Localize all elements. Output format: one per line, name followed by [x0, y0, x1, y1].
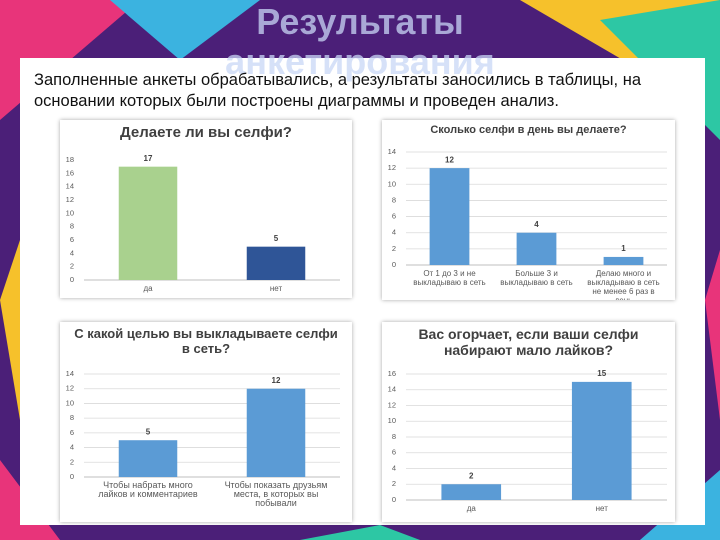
- chart: Вас огорчает, если ваши селфи набирают м…: [388, 326, 667, 513]
- chart-card: Вас огорчает, если ваши селфи набирают м…: [382, 322, 675, 522]
- y-tick-label: 10: [388, 416, 396, 425]
- x-tick-label-box: нет: [595, 504, 608, 513]
- y-tick-label: 0: [392, 260, 396, 269]
- bar: [118, 440, 178, 477]
- y-tick-label: 2: [392, 244, 396, 253]
- chart-title-box: Вас огорчает, если ваши селфи набирают м…: [418, 326, 639, 358]
- x-tick-label-box: Чтобы показать друзьям места, в которых …: [224, 481, 328, 508]
- value-label: 4: [534, 220, 539, 229]
- chart-title: Делаете ли вы селфи?: [120, 124, 292, 141]
- value-label: 5: [146, 427, 151, 436]
- y-tick-label: 6: [392, 448, 396, 457]
- y-tick-label: 6: [70, 428, 74, 437]
- bar: [571, 381, 632, 500]
- y-tick-label: 4: [70, 443, 74, 452]
- y-tick-label: 2: [70, 262, 74, 271]
- y-tick-label: 0: [70, 275, 74, 284]
- y-tick-label: 12: [388, 163, 396, 172]
- chart-title: Сколько селфи в день вы делаете?: [430, 124, 627, 136]
- x-tick-label: Больше 3 и выкладываю в сеть: [500, 269, 573, 287]
- value-label: 12: [445, 155, 454, 164]
- value-label: 1: [621, 244, 626, 253]
- bar: [118, 166, 178, 280]
- chart-title: С какой целью вы выкладываете селфи в се…: [74, 326, 338, 356]
- chart: С какой целью вы выкладываете селфи в се…: [66, 326, 340, 508]
- y-tick-label: 4: [392, 463, 396, 472]
- y-tick-label: 14: [66, 182, 74, 191]
- y-tick-label: 10: [66, 398, 74, 407]
- bar: [429, 168, 470, 265]
- x-tick-label-box: Чтобы набрать много лайков и комментарие…: [98, 481, 198, 499]
- y-tick-label: 0: [392, 495, 396, 504]
- y-tick-label: 12: [66, 384, 74, 393]
- y-tick-label: 6: [392, 212, 396, 221]
- chart-title-box: Сколько селфи в день вы делаете?: [430, 124, 627, 136]
- y-tick-label: 10: [66, 208, 74, 217]
- x-tick-label-box: да: [466, 504, 476, 513]
- y-tick-label: 8: [70, 222, 74, 231]
- y-tick-label: 12: [66, 195, 74, 204]
- y-tick-label: 14: [66, 369, 74, 378]
- bar: [441, 484, 502, 500]
- y-tick-label: 14: [388, 147, 396, 156]
- bar: [246, 246, 306, 280]
- y-tick-label: 6: [70, 235, 74, 244]
- chart-card: Сколько селфи в день вы делаете? 0 2 4 6 8 10 1…: [382, 120, 675, 300]
- x-tick-label-box: Больше 3 и выкладываю в сеть: [500, 269, 573, 287]
- y-tick-label: 14: [388, 385, 396, 394]
- slide-text: Заполненные анкеты обрабатывались, а рез…: [34, 71, 642, 110]
- y-tick-label: 8: [70, 413, 74, 422]
- x-tick-label: да: [466, 504, 476, 513]
- value-label: 5: [274, 234, 279, 243]
- value-label: 12: [272, 376, 281, 385]
- bar: [246, 388, 306, 477]
- chart: Сколько селфи в день вы делаете? 0 2 4 6 8 10 1…: [388, 124, 667, 300]
- x-tick-label-box: От 1 до 3 и не выкладываю в сеть: [413, 269, 486, 287]
- slide-title: Результаты анкетирования: [225, 1, 495, 82]
- y-tick-label: 0: [70, 472, 74, 481]
- y-tick-label: 16: [66, 168, 74, 177]
- value-label: 15: [597, 369, 606, 378]
- y-tick-label: 8: [392, 432, 396, 441]
- chart-card: Делаете ли вы селфи? 0 2 4 6 8 10 12 14 16 18 да 17 н…: [60, 120, 352, 298]
- x-tick-label-box: Делаю много и выкладываю в сеть не менее…: [587, 269, 660, 300]
- chart-title-box: С какой целью вы выкладываете селфи в се…: [74, 326, 338, 356]
- x-tick-label: нет: [269, 284, 283, 293]
- chart: Делаете ли вы селфи? 0 2 4 6 8 10 12 14 16 18 да 17 н…: [66, 124, 340, 293]
- y-tick-label: 16: [388, 369, 396, 378]
- bar: [516, 232, 557, 265]
- x-tick-label: Делаю много и выкладываю в сеть не менее…: [587, 269, 660, 300]
- x-tick-label: От 1 до 3 и не выкладываю в сеть: [413, 269, 486, 287]
- y-tick-label: 4: [70, 248, 74, 257]
- x-tick-label: Чтобы показать друзьям места, в которых …: [224, 481, 328, 508]
- value-label: 2: [469, 471, 474, 480]
- value-label: 17: [144, 154, 153, 163]
- y-tick-label: 2: [70, 457, 74, 466]
- y-tick-label: 8: [392, 195, 396, 204]
- x-tick-label-box: да: [143, 284, 153, 293]
- chart-title: Вас огорчает, если ваши селфи набирают м…: [418, 326, 639, 358]
- y-tick-label: 4: [392, 228, 396, 237]
- x-tick-label-box: нет: [269, 284, 283, 293]
- bar: [603, 256, 644, 265]
- chart-title-box: Делаете ли вы селфи?: [120, 124, 292, 141]
- y-tick-label: 2: [392, 479, 396, 488]
- y-tick-label: 12: [388, 400, 396, 409]
- chart-card: С какой целью вы выкладываете селфи в се…: [60, 322, 352, 522]
- x-tick-label: да: [143, 284, 153, 293]
- x-tick-label: Чтобы набрать много лайков и комментарие…: [98, 481, 198, 499]
- y-tick-label: 10: [388, 179, 396, 188]
- x-tick-label: нет: [595, 504, 608, 513]
- y-tick-label: 18: [66, 155, 74, 164]
